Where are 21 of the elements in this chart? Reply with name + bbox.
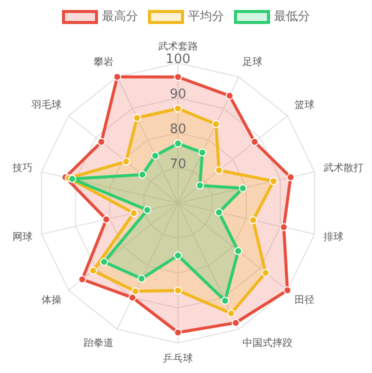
y-tick-label: 100 — [166, 52, 190, 67]
spoke-label: 篮球 — [294, 99, 314, 112]
spoke-label: 中国式摔跤 — [242, 337, 293, 350]
legend-label: 最低分 — [274, 8, 310, 25]
y-tick-label: 80 — [170, 122, 186, 137]
legend-label: 平均分 — [188, 8, 224, 25]
spoke-label: 乒乓球 — [163, 352, 193, 364]
spoke-label: 体操 — [42, 294, 62, 306]
y-tick-label: 90 — [170, 87, 186, 102]
spoke-label: 田径 — [294, 294, 314, 306]
spoke-label: 武术散打 — [323, 162, 364, 174]
spoke-label: 武术套路 — [158, 40, 198, 52]
spoke-label: 技巧 — [12, 162, 33, 174]
spoke-label: 排球 — [323, 231, 344, 244]
spoke-label: 攀岩 — [93, 56, 114, 68]
spoke-label: 足球 — [242, 56, 263, 68]
spoke-label: 跆拳道 — [83, 337, 114, 350]
y-tick-label: 70 — [170, 157, 186, 172]
legend-label: 最高分 — [102, 8, 138, 25]
spoke-label: 羽毛球 — [32, 99, 62, 112]
spoke-label: 网球 — [12, 231, 33, 244]
